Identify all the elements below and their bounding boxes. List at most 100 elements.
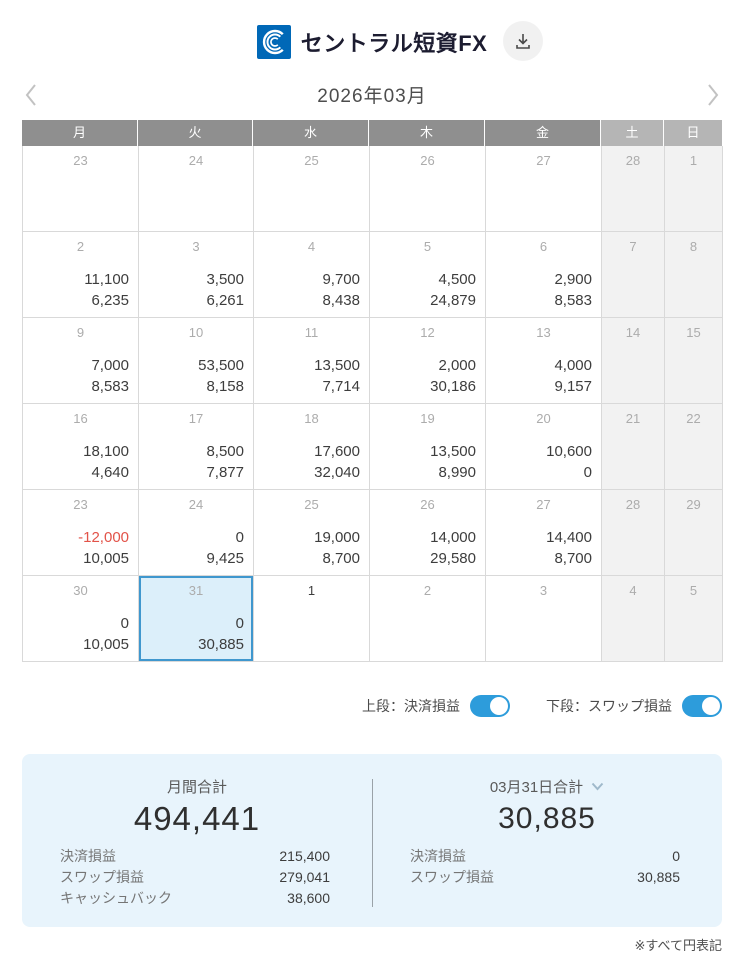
calendar-day-cell[interactable]: 27 14,400 8,700 <box>486 490 602 576</box>
toggle-upper-settlement[interactable]: 上段：決済損益 <box>362 695 510 717</box>
calendar-day-cell[interactable]: 5 4,500 24,879 <box>370 232 486 318</box>
calendar-day-cell[interactable]: 24 <box>139 146 254 232</box>
calendar-day-cell[interactable]: 30 0 10,005 <box>23 576 139 662</box>
day-values: 7,000 8,583 <box>23 355 138 403</box>
calendar-day-cell[interactable]: 20 10,600 0 <box>486 404 602 490</box>
calendar-day-cell[interactable]: 17 8,500 7,877 <box>139 404 254 490</box>
summary-row-label: スワップ損益 <box>60 869 144 885</box>
day-lower-value: 8,158 <box>206 378 244 395</box>
calendar-day-cell[interactable]: 13 4,000 9,157 <box>486 318 602 404</box>
day-upper-value: 10,600 <box>546 443 592 460</box>
day-lower-value: 10,005 <box>83 550 129 567</box>
day-lower-value: 7,714 <box>322 378 360 395</box>
calendar-day-cell[interactable]: 26 14,000 29,580 <box>370 490 486 576</box>
day-number: 26 <box>420 497 435 512</box>
day-number: 3 <box>539 583 548 598</box>
calendar-day-cell[interactable]: 1 <box>665 146 723 232</box>
day-number: 8 <box>689 239 698 254</box>
toggle-lower-swap[interactable]: 下段：スワップ損益 <box>546 695 722 717</box>
day-number: 28 <box>625 497 641 512</box>
calendar-week-row: 30 0 10,005 31 0 30,885 1 2 3 4 5 <box>23 576 723 662</box>
day-upper-value: 19,000 <box>314 529 360 546</box>
calendar-day-cell[interactable]: 25 19,000 8,700 <box>254 490 370 576</box>
calendar-day-cell[interactable]: 28 <box>602 490 665 576</box>
summary-row-value: 279,041 <box>279 869 330 885</box>
calendar-day-cell[interactable]: 25 <box>254 146 370 232</box>
monthly-summary: 月間合計 494,441 決済損益 215,400 スワップ損益 279,041 キャッ… <box>22 774 372 909</box>
day-upper-value: 2,000 <box>438 357 476 374</box>
day-lower-value: 4,640 <box>91 464 129 481</box>
day-number: 25 <box>304 153 319 168</box>
day-upper-value: 18,100 <box>83 443 129 460</box>
day-lower-value: 0 <box>583 464 592 481</box>
download-icon <box>516 34 530 49</box>
calendar-day-cell[interactable]: 21 <box>602 404 665 490</box>
download-button[interactable] <box>503 21 543 61</box>
calendar-day-cell[interactable]: 23 -12,000 10,005 <box>23 490 139 576</box>
day-values: 8,500 7,877 <box>139 441 253 489</box>
day-values <box>254 183 369 231</box>
day-values <box>486 183 601 231</box>
calendar-day-cell[interactable]: 24 0 9,425 <box>139 490 254 576</box>
weekday-header: 月 <box>22 120 138 146</box>
brand-logo: セントラル短資FX <box>256 25 488 59</box>
calendar-day-cell[interactable]: 1 <box>254 576 370 662</box>
weekday-header: 火 <box>138 120 253 146</box>
calendar-day-cell[interactable]: 3 <box>486 576 602 662</box>
calendar-day-cell[interactable]: 27 <box>486 146 602 232</box>
next-month-button[interactable] <box>704 81 722 109</box>
calendar-day-cell[interactable]: 3 3,500 6,261 <box>139 232 254 318</box>
calendar-day-cell[interactable]: 18 17,600 32,040 <box>254 404 370 490</box>
calendar-day-cell[interactable]: 2 11,100 6,235 <box>23 232 139 318</box>
day-upper-value: 0 <box>235 529 244 546</box>
day-number: 1 <box>689 153 698 168</box>
calendar-day-cell[interactable]: 5 <box>665 576 723 662</box>
day-values <box>602 269 664 317</box>
calendar-day-cell[interactable]: 29 <box>665 490 723 576</box>
calendar-day-cell[interactable]: 26 <box>370 146 486 232</box>
toggle-switch[interactable] <box>470 695 510 717</box>
brand-logo-text: セントラル短資FX <box>300 31 488 56</box>
day-lower-value: 29,580 <box>430 550 476 567</box>
day-values: 14,400 8,700 <box>486 527 601 575</box>
toggle-label: 上段：決済損益 <box>362 698 460 714</box>
calendar-day-cell[interactable]: 10 53,500 8,158 <box>139 318 254 404</box>
day-number: 4 <box>629 583 637 598</box>
calendar-day-cell[interactable]: 6 2,900 8,583 <box>486 232 602 318</box>
calendar-day-cell[interactable]: 4 <box>602 576 665 662</box>
calendar-day-cell[interactable]: 12 2,000 30,186 <box>370 318 486 404</box>
summary-row: スワップ損益 30,885 <box>410 867 680 888</box>
calendar-day-cell[interactable]: 16 18,100 4,640 <box>23 404 139 490</box>
day-values <box>370 183 485 231</box>
calendar-day-cell[interactable]: 15 <box>665 318 723 404</box>
day-values: 13,500 7,714 <box>254 355 369 403</box>
calendar-day-cell[interactable]: 8 <box>665 232 723 318</box>
calendar-day-cell[interactable]: 11 13,500 7,714 <box>254 318 370 404</box>
day-number: 26 <box>420 153 435 168</box>
day-lower-value: 30,885 <box>198 636 244 653</box>
calendar-day-cell[interactable]: 9 7,000 8,583 <box>23 318 139 404</box>
calendar-day-cell[interactable]: 14 <box>602 318 665 404</box>
calendar-day-cell[interactable]: 31 0 30,885 <box>139 576 254 662</box>
day-number: 5 <box>423 239 432 254</box>
day-number: 14 <box>625 325 641 340</box>
calendar-week-row: 9 7,000 8,583 10 53,500 8,158 11 13,500 7,714 12 2… <box>23 318 723 404</box>
calendar-day-cell[interactable]: 22 <box>665 404 723 490</box>
daily-summary-dropdown[interactable]: 03月31日合計 <box>372 774 722 798</box>
day-number: 19 <box>420 411 435 426</box>
day-lower-value: 9,425 <box>206 550 244 567</box>
daily-summary: 03月31日合計 30,885 決済損益 0 スワップ損益 30,885 <box>372 774 722 909</box>
weekday-header: 木 <box>369 120 485 146</box>
prev-month-button[interactable] <box>22 81 40 109</box>
calendar-day-cell[interactable]: 4 9,700 8,438 <box>254 232 370 318</box>
calendar-day-cell[interactable]: 7 <box>602 232 665 318</box>
app-header: セントラル短資FX <box>22 20 722 64</box>
calendar-day-cell[interactable]: 23 <box>23 146 139 232</box>
calendar-day-cell[interactable]: 2 <box>370 576 486 662</box>
day-number: 2 <box>76 239 85 254</box>
calendar-day-cell[interactable]: 19 13,500 8,990 <box>370 404 486 490</box>
toggle-switch[interactable] <box>682 695 722 717</box>
day-number: 20 <box>536 411 551 426</box>
calendar-day-cell[interactable]: 28 <box>602 146 665 232</box>
day-values: 2,900 8,583 <box>486 269 601 317</box>
